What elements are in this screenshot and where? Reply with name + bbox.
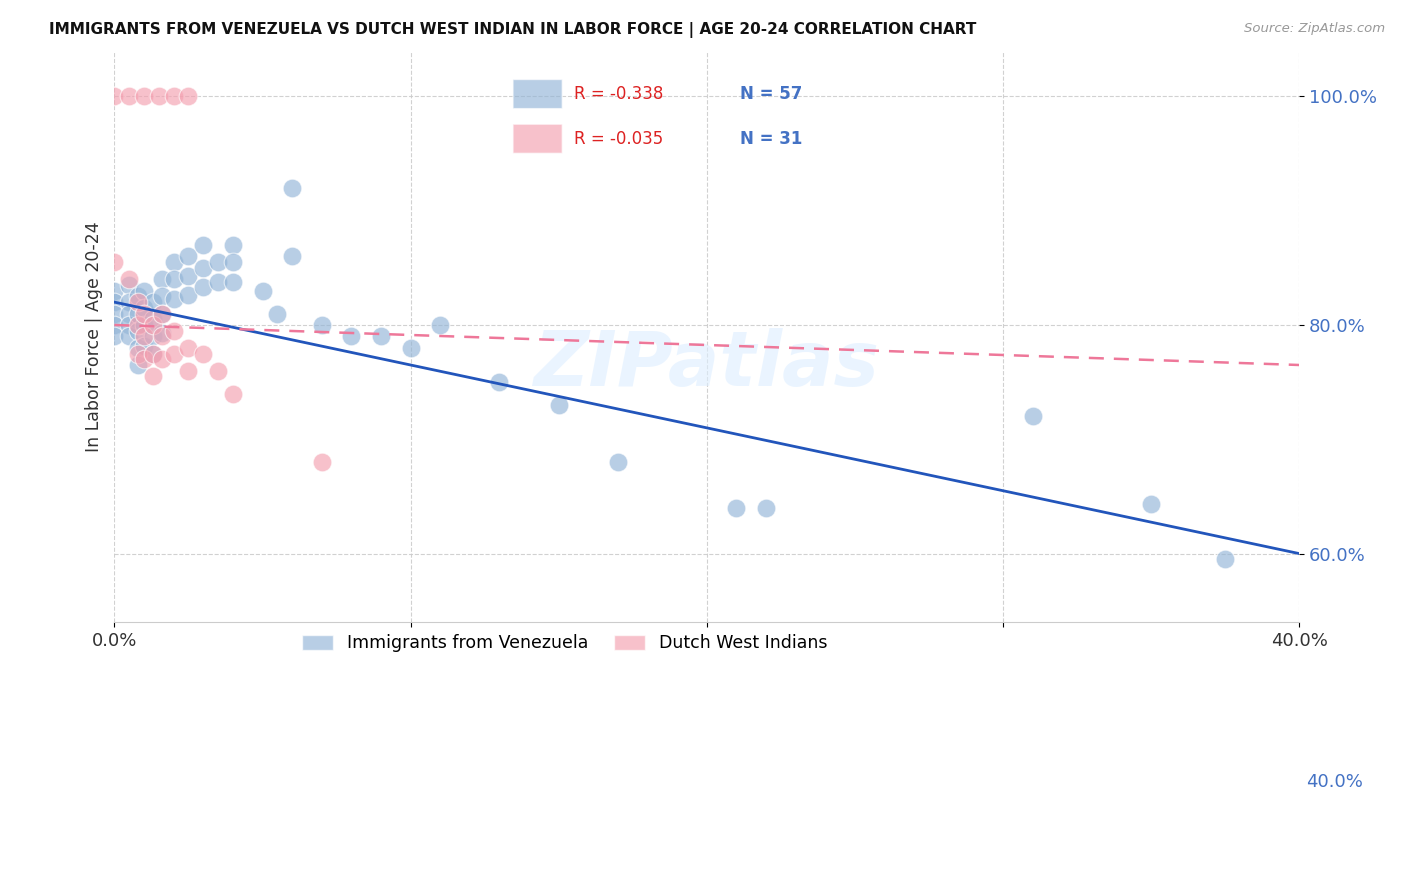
- Point: [1213, 552, 1236, 566]
- Point: [177, 249, 200, 263]
- Point: [132, 338, 155, 352]
- Point: [118, 295, 141, 310]
- Point: [340, 329, 363, 343]
- Point: [1021, 409, 1043, 424]
- Point: [177, 364, 200, 378]
- Point: [127, 307, 149, 321]
- Point: [193, 238, 215, 252]
- Point: [127, 346, 149, 360]
- Point: [607, 455, 630, 469]
- Point: [163, 255, 186, 269]
- Text: IMMIGRANTS FROM VENEZUELA VS DUTCH WEST INDIAN IN LABOR FORCE | AGE 20-24 CORREL: IMMIGRANTS FROM VENEZUELA VS DUTCH WEST …: [49, 22, 977, 38]
- Point: [103, 318, 125, 332]
- Point: [118, 272, 141, 286]
- Point: [207, 364, 229, 378]
- Legend: Immigrants from Venezuela, Dutch West Indians: Immigrants from Venezuela, Dutch West In…: [295, 627, 835, 659]
- Point: [193, 260, 215, 275]
- Point: [150, 329, 173, 343]
- Point: [266, 307, 288, 321]
- Point: [132, 307, 155, 321]
- Point: [281, 249, 304, 263]
- Point: [103, 307, 125, 321]
- Point: [193, 346, 215, 360]
- Point: [132, 352, 155, 367]
- Point: [429, 318, 451, 332]
- Text: Source: ZipAtlas.com: Source: ZipAtlas.com: [1244, 22, 1385, 36]
- Point: [132, 329, 155, 343]
- Point: [142, 295, 165, 310]
- Point: [399, 341, 422, 355]
- Point: [150, 272, 173, 286]
- Point: [148, 89, 170, 103]
- Point: [127, 341, 149, 355]
- Point: [103, 255, 125, 269]
- Point: [207, 275, 229, 289]
- Point: [252, 284, 274, 298]
- Point: [118, 329, 141, 343]
- Point: [488, 375, 510, 389]
- Point: [547, 398, 569, 412]
- Point: [142, 369, 165, 384]
- Point: [311, 318, 333, 332]
- Point: [163, 89, 186, 103]
- Point: [177, 341, 200, 355]
- Point: [222, 255, 245, 269]
- Point: [103, 89, 125, 103]
- Point: [193, 280, 215, 294]
- Point: [142, 346, 165, 360]
- Point: [142, 312, 165, 326]
- Point: [132, 318, 155, 332]
- Point: [222, 238, 245, 252]
- Point: [150, 307, 173, 321]
- Point: [177, 288, 200, 302]
- Point: [725, 500, 748, 515]
- Point: [163, 292, 186, 306]
- Point: [370, 329, 392, 343]
- Point: [150, 289, 173, 303]
- Point: [132, 301, 155, 315]
- Point: [177, 89, 200, 103]
- Point: [222, 386, 245, 401]
- Point: [103, 284, 125, 298]
- Text: ZIPatlas: ZIPatlas: [534, 328, 880, 402]
- Point: [127, 318, 149, 332]
- Point: [127, 324, 149, 338]
- Point: [103, 329, 125, 343]
- Point: [118, 89, 141, 103]
- Point: [207, 255, 229, 269]
- Point: [118, 307, 141, 321]
- Point: [1140, 498, 1163, 512]
- Point: [281, 181, 304, 195]
- Point: [142, 329, 165, 343]
- Point: [311, 455, 333, 469]
- Point: [132, 89, 155, 103]
- Point: [533, 804, 555, 818]
- Point: [142, 318, 165, 332]
- Point: [222, 275, 245, 289]
- Text: 40.0%: 40.0%: [1306, 773, 1362, 791]
- Point: [177, 268, 200, 283]
- Point: [163, 272, 186, 286]
- Point: [150, 352, 173, 367]
- Point: [755, 500, 778, 515]
- Point: [132, 284, 155, 298]
- Point: [127, 358, 149, 372]
- Y-axis label: In Labor Force | Age 20-24: In Labor Force | Age 20-24: [86, 221, 103, 451]
- Point: [127, 289, 149, 303]
- Point: [118, 318, 141, 332]
- Point: [127, 295, 149, 310]
- Point: [103, 295, 125, 310]
- Point: [118, 277, 141, 292]
- Point: [163, 346, 186, 360]
- Point: [142, 346, 165, 360]
- Point: [150, 307, 173, 321]
- Point: [150, 326, 173, 340]
- Point: [163, 324, 186, 338]
